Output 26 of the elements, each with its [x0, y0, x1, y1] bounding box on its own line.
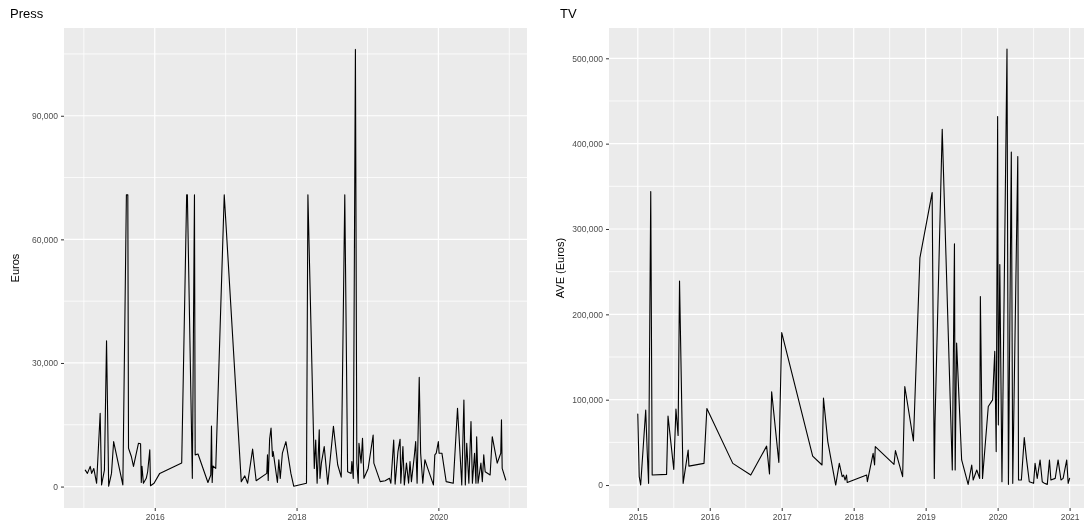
y-tick-label: 60,000 [32, 234, 59, 245]
x-tick-label: 2020 [429, 512, 449, 523]
y-tick-label: 30,000 [32, 358, 59, 369]
x-tick-label: 2021 [1060, 512, 1080, 523]
line-series [84, 48, 507, 487]
y-tick-label: 300,000 [572, 224, 604, 235]
chart-title: Press [10, 6, 44, 21]
line-series [637, 48, 1071, 486]
x-tick-label: 2018 [287, 512, 307, 523]
x-tick-label: 2017 [772, 512, 792, 523]
y-tick-label: 90,000 [32, 110, 59, 121]
y-tick-label: 500,000 [572, 53, 604, 64]
x-tick-label: 2018 [844, 512, 864, 523]
y-axis-title: AVE (Euros) [554, 237, 566, 299]
x-tick-label: 2019 [916, 512, 936, 523]
x-tick-label: 2016 [700, 512, 720, 523]
chart-title: TV [560, 6, 577, 21]
y-axis-title: Euros [9, 253, 21, 283]
y-tick-label: 400,000 [572, 138, 604, 149]
x-tick-label: 2015 [628, 512, 649, 523]
y-tick-label: 200,000 [572, 309, 604, 320]
y-tick-label: 0 [53, 481, 59, 492]
x-tick-label: 2016 [145, 512, 165, 523]
x-tick-label: 2020 [988, 512, 1008, 523]
y-tick-label: 100,000 [572, 394, 604, 405]
y-tick-label: 0 [598, 480, 604, 491]
